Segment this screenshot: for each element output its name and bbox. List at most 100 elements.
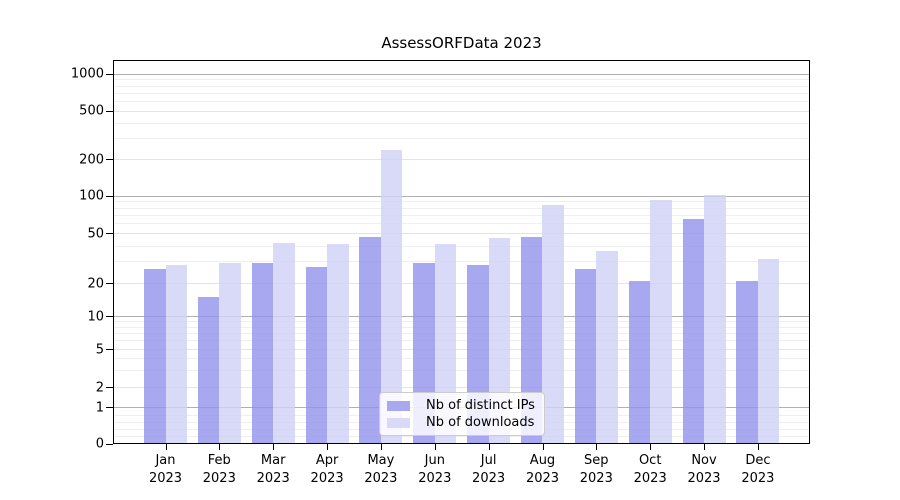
gridline-minor: [114, 261, 809, 263]
gridline-minor: [114, 340, 809, 342]
x-tick-mark: [650, 444, 652, 450]
x-tick-mark: [757, 444, 759, 450]
legend-swatch-distinct-ips: [387, 400, 410, 411]
gridline-labeled: [114, 283, 809, 285]
y-tick-label: 1: [95, 400, 104, 416]
y-tick-label: 5: [95, 342, 104, 357]
x-tick-label: Nov 2023: [687, 453, 721, 486]
bar-downloads-dec: [757, 259, 780, 443]
x-tick-label: Apr 2023: [310, 453, 344, 486]
y-tick-mark: [106, 159, 113, 161]
gridline-major: [114, 316, 809, 317]
y-tick-label: 500: [79, 103, 104, 119]
bar-ips-aug: [520, 236, 543, 443]
x-tick-label: Oct 2023: [633, 453, 667, 486]
y-tick-mark: [106, 316, 113, 317]
gridline-minor: [114, 100, 809, 102]
gridline-minor: [114, 436, 809, 438]
gridline-minor: [114, 201, 809, 203]
chart-title: AssessORFData 2023: [381, 34, 542, 52]
bar-downloads-apr: [327, 244, 349, 443]
legend-item-downloads: Nb of downloads: [387, 414, 536, 431]
bar-ips-oct: [628, 280, 651, 443]
bar-ips-apr: [305, 266, 328, 443]
y-tick-label: 1000: [70, 66, 104, 82]
bar-downloads-sep: [596, 251, 618, 443]
gridline-minor: [114, 358, 809, 360]
gridline-minor: [114, 370, 809, 372]
y-tick-mark: [106, 283, 113, 285]
gridline-major: [114, 195, 809, 197]
y-tick-label: 50: [87, 226, 104, 242]
x-tick-mark: [273, 444, 275, 450]
gridline-labeled: [114, 159, 809, 161]
y-tick-label: 10: [87, 309, 104, 324]
gridline-minor: [114, 79, 809, 81]
bar-ips-jan: [144, 269, 166, 443]
legend-label-distinct-ips: Nb of distinct IPs: [426, 398, 535, 413]
bar-ips-sep: [574, 269, 597, 443]
legend-label-downloads: Nb of downloads: [426, 415, 535, 430]
y-tick-label: 20: [87, 276, 104, 292]
legend: Nb of distinct IPs Nb of downloads: [379, 392, 545, 436]
y-tick-mark: [106, 443, 113, 445]
x-tick-mark: [380, 444, 382, 450]
bar-ips-mar: [251, 263, 274, 443]
bar-downloads-nov: [704, 194, 726, 443]
y-tick-mark: [106, 407, 113, 409]
gridline-labeled: [114, 233, 809, 235]
y-tick-mark: [106, 73, 113, 75]
x-tick-label: Sep 2023: [579, 453, 613, 486]
gridline-minor: [114, 85, 809, 87]
x-tick-mark: [434, 444, 436, 450]
bar-ips-dec: [736, 280, 758, 443]
bar-downloads-feb: [219, 263, 241, 443]
x-tick-mark: [704, 444, 705, 450]
y-tick-mark: [106, 387, 113, 389]
gridline-minor: [114, 137, 809, 139]
bar-downloads-jan: [165, 264, 187, 443]
y-tick-label: 0: [95, 436, 104, 452]
x-tick-mark: [219, 444, 221, 450]
x-tick-label: Jan 2023: [148, 453, 183, 486]
gridline-minor: [114, 321, 809, 322]
bar-downloads-jul: [488, 237, 511, 443]
y-tick-mark: [106, 349, 113, 350]
gridline-minor: [114, 207, 809, 209]
bar-ips-nov: [682, 219, 704, 443]
gridline-minor: [114, 223, 809, 225]
bars-layer: [114, 61, 809, 443]
y-tick-label: 100: [79, 188, 104, 204]
gridline-minor: [114, 122, 809, 124]
legend-item-distinct-ips: Nb of distinct IPs: [387, 397, 536, 414]
x-tick-mark: [165, 444, 167, 450]
bar-downloads-may: [380, 149, 403, 443]
x-tick-label: Jun 2023: [418, 453, 452, 486]
x-tick-label: Jul 2023: [472, 453, 506, 486]
y-tick-label: 200: [79, 152, 104, 168]
y-tick-label: 2: [95, 380, 104, 396]
y-tick-mark: [106, 110, 113, 112]
gridline-labeled: [114, 110, 809, 112]
x-tick-label: May 2023: [364, 453, 398, 486]
gridline-minor: [114, 215, 809, 216]
x-tick-label: Mar 2023: [256, 453, 290, 486]
x-tick-mark: [542, 444, 544, 450]
x-tick-label: Feb 2023: [202, 453, 236, 486]
gridline-labeled: [114, 349, 809, 350]
x-tick-mark: [327, 444, 329, 450]
gridline-minor: [114, 326, 809, 328]
bar-downloads-oct: [650, 200, 672, 443]
plot-area: [113, 60, 810, 444]
gridline-minor: [114, 245, 809, 247]
x-tick-label: Dec 2023: [741, 453, 775, 486]
legend-swatch-downloads: [387, 417, 410, 428]
gridline-minor: [114, 333, 809, 334]
gridline-minor: [114, 92, 809, 94]
bar-ips-may: [359, 236, 381, 443]
x-tick-label: Aug 2023: [525, 453, 560, 486]
bar-downloads-mar: [273, 242, 295, 443]
gridline-major: [114, 73, 809, 75]
x-tick-mark: [488, 444, 490, 450]
